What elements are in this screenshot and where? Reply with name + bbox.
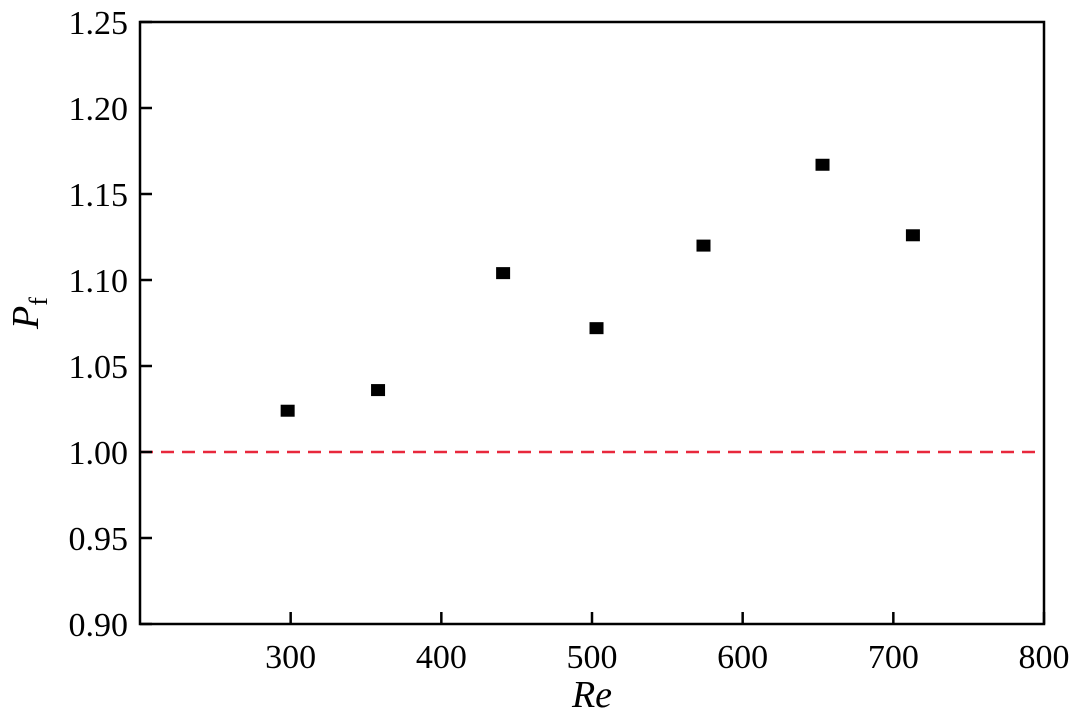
data-points — [280, 158, 920, 417]
y-axis-label-main: P — [5, 306, 47, 330]
data-point — [496, 267, 511, 280]
x-tick-label: 800 — [1019, 639, 1070, 676]
data-point — [815, 158, 830, 171]
data-point — [371, 384, 386, 397]
y-tick-label: 1.05 — [69, 349, 129, 386]
y-axis-label: Pf — [5, 297, 53, 330]
y-tick-label: 1.00 — [69, 435, 129, 472]
data-point — [589, 322, 604, 335]
y-tick-label: 0.90 — [69, 607, 129, 644]
y-tick-label: 1.25 — [69, 5, 129, 42]
tick-labels: 300 400 500 600 700 800 0.90 0.95 1.00 1.05 1.10 1.… — [69, 5, 1070, 676]
y-tick-label: 1.20 — [69, 91, 129, 128]
data-point — [696, 239, 711, 252]
x-tick-label: 400 — [416, 639, 467, 676]
y-tick-label: 1.10 — [69, 263, 129, 300]
x-tick-label: 500 — [567, 639, 618, 676]
y-axis-label-subscript: f — [24, 297, 53, 306]
x-tick-label: 300 — [265, 639, 316, 676]
x-tick-label: 700 — [868, 639, 919, 676]
y-tick-label: 1.15 — [69, 177, 129, 214]
plot-frame — [138, 20, 1046, 626]
data-point — [905, 229, 920, 242]
svg-text:Pf: Pf — [5, 297, 53, 330]
y-tick-label: 0.95 — [69, 521, 129, 558]
x-axis-label: Re — [571, 674, 612, 716]
data-point — [280, 404, 295, 417]
x-tick-label: 600 — [717, 639, 768, 676]
